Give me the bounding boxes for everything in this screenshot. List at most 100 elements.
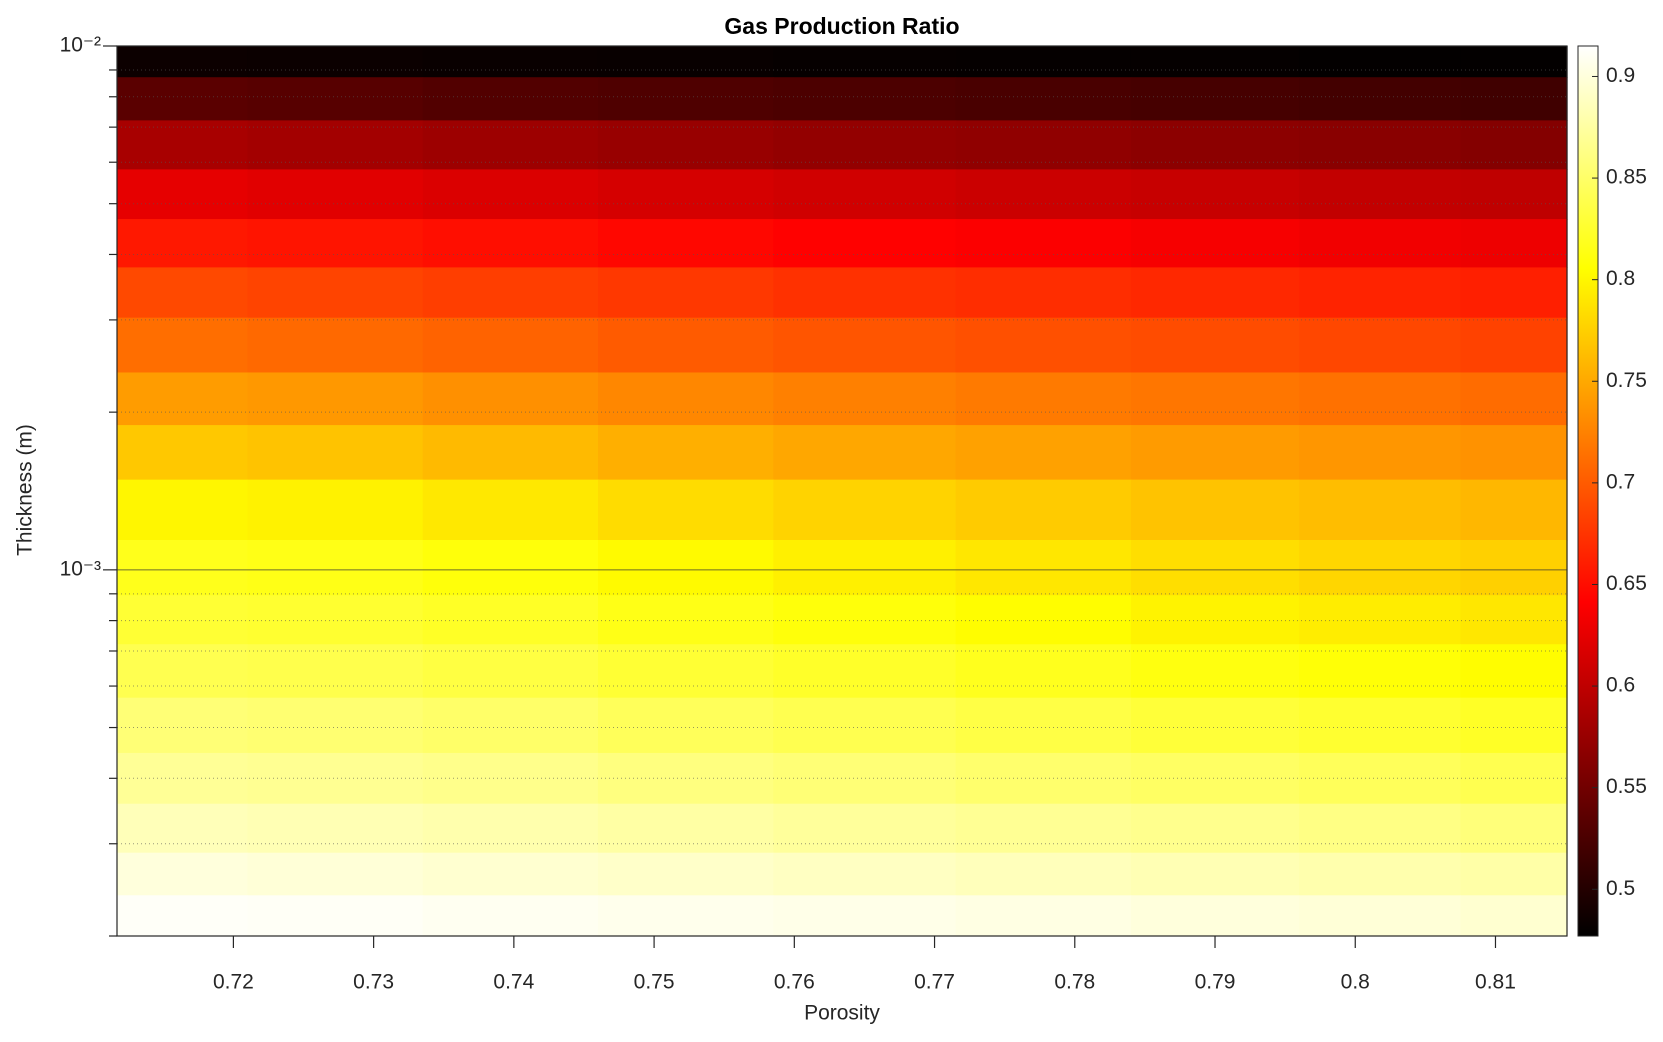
heatmap-cell bbox=[773, 895, 957, 937]
colorbar bbox=[1577, 45, 1599, 937]
heatmap-cell bbox=[117, 120, 249, 170]
heatmap-cell bbox=[247, 425, 424, 481]
heatmap-cell bbox=[247, 267, 424, 319]
heatmap-cell bbox=[773, 803, 957, 854]
heatmap-cell bbox=[117, 46, 249, 78]
heatmap-cell bbox=[1299, 77, 1462, 121]
x-axis-label: Porosity bbox=[804, 1002, 880, 1025]
heatmap-cell bbox=[1130, 752, 1300, 805]
heatmap-cell bbox=[1299, 267, 1462, 319]
x-tick-label: 0.81 bbox=[1475, 971, 1516, 994]
heatmap-cell bbox=[422, 595, 599, 645]
heatmap-cell bbox=[1130, 803, 1300, 854]
heatmap-cell bbox=[955, 219, 1132, 268]
heatmap-cell bbox=[117, 752, 249, 805]
heatmap-cell bbox=[117, 169, 249, 220]
heatmap-cell bbox=[1299, 595, 1462, 645]
x-tick-label: 0.75 bbox=[634, 971, 675, 994]
heatmap-cell bbox=[597, 852, 774, 896]
y-axis-label: Thickness (m) bbox=[14, 424, 37, 556]
heatmap-cell bbox=[773, 46, 957, 78]
heatmap-cell bbox=[597, 479, 774, 541]
heatmap-cell bbox=[773, 697, 957, 754]
heatmap-cell bbox=[1130, 169, 1300, 220]
heatmap-cell bbox=[1299, 425, 1462, 481]
heatmap-cell bbox=[955, 317, 1132, 374]
heatmap-cell bbox=[1299, 803, 1462, 854]
heatmap-cell bbox=[117, 317, 249, 374]
heatmap-cell bbox=[955, 77, 1132, 121]
heatmap-cell bbox=[247, 644, 424, 699]
heatmap-cell bbox=[1299, 697, 1462, 754]
heatmap-cell bbox=[117, 77, 249, 121]
heatmap-cell bbox=[422, 317, 599, 374]
x-tick-label: 0.73 bbox=[353, 971, 394, 994]
heatmap-cell bbox=[955, 46, 1132, 78]
heatmap-cell bbox=[773, 169, 957, 220]
x-tick-label: 0.8 bbox=[1341, 971, 1370, 994]
heatmap-cell bbox=[955, 425, 1132, 481]
heatmap-cell bbox=[117, 372, 249, 426]
colorbar-tick-label: 0.65 bbox=[1606, 572, 1647, 595]
heatmap-cell bbox=[247, 46, 424, 78]
heatmap-cell bbox=[955, 267, 1132, 319]
heatmap-cell bbox=[1130, 425, 1300, 481]
heatmap-cell bbox=[1130, 77, 1300, 121]
heatmap-cell bbox=[1130, 219, 1300, 268]
heatmap-cell bbox=[1130, 120, 1300, 170]
heatmap-cell bbox=[1460, 803, 1568, 854]
heatmap-cell bbox=[1299, 46, 1462, 78]
heatmap-cell bbox=[117, 540, 249, 596]
heatmap-cell bbox=[773, 595, 957, 645]
heatmap-cell bbox=[955, 479, 1132, 541]
heatmap-cell bbox=[247, 77, 424, 121]
heatmap-cell bbox=[773, 644, 957, 699]
heatmap-cell bbox=[1460, 697, 1568, 754]
heatmap-cell bbox=[247, 697, 424, 754]
heatmap-cell bbox=[1460, 540, 1568, 596]
colorbar-tick-label: 0.6 bbox=[1606, 674, 1635, 697]
heatmap-cell bbox=[1299, 752, 1462, 805]
heatmap-cell bbox=[1299, 317, 1462, 374]
heatmap-cell bbox=[247, 479, 424, 541]
heatmap-cell bbox=[597, 46, 774, 78]
heatmap-cell bbox=[773, 317, 957, 374]
heatmap-cell bbox=[1130, 852, 1300, 896]
heatmap-cell bbox=[1460, 479, 1568, 541]
heatmap-cell bbox=[1299, 479, 1462, 541]
heatmap-cell bbox=[597, 317, 774, 374]
x-tick-label: 0.76 bbox=[774, 971, 815, 994]
heatmap-cell bbox=[422, 46, 599, 78]
heatmap-cell bbox=[422, 425, 599, 481]
heatmap-cell bbox=[773, 219, 957, 268]
heatmap-cell bbox=[1130, 644, 1300, 699]
heatmap-cell bbox=[1130, 267, 1300, 319]
heatmap-cell bbox=[117, 595, 249, 645]
heatmap-cell bbox=[117, 425, 249, 481]
heatmap-cell bbox=[1130, 697, 1300, 754]
heatmap-cell bbox=[422, 77, 599, 121]
heatmap-cell bbox=[1460, 895, 1568, 937]
colorbar-tick-label: 0.55 bbox=[1606, 775, 1647, 798]
y-tick-label: 10⁻³ bbox=[60, 557, 101, 580]
heatmap-cell bbox=[117, 479, 249, 541]
x-tick-label: 0.79 bbox=[1195, 971, 1236, 994]
heatmap-cell bbox=[955, 372, 1132, 426]
heatmap-cell bbox=[422, 169, 599, 220]
colorbar-tick-label: 0.7 bbox=[1606, 470, 1635, 493]
heatmap-cell bbox=[597, 169, 774, 220]
heatmap-cell bbox=[1460, 372, 1568, 426]
heatmap-cell bbox=[117, 644, 249, 699]
heatmap-cell bbox=[422, 895, 599, 937]
heatmap-cell bbox=[773, 752, 957, 805]
chart-title: Gas Production Ratio bbox=[724, 13, 959, 39]
heatmap-cell bbox=[422, 803, 599, 854]
heatmap-cell bbox=[955, 540, 1132, 596]
heatmap-cell bbox=[1460, 120, 1568, 170]
x-tick-label: 0.78 bbox=[1054, 971, 1095, 994]
heatmap-cell bbox=[1460, 595, 1568, 645]
heatmap-cell bbox=[1299, 852, 1462, 896]
heatmap-cell bbox=[955, 120, 1132, 170]
heatmap-cell bbox=[1460, 77, 1568, 121]
